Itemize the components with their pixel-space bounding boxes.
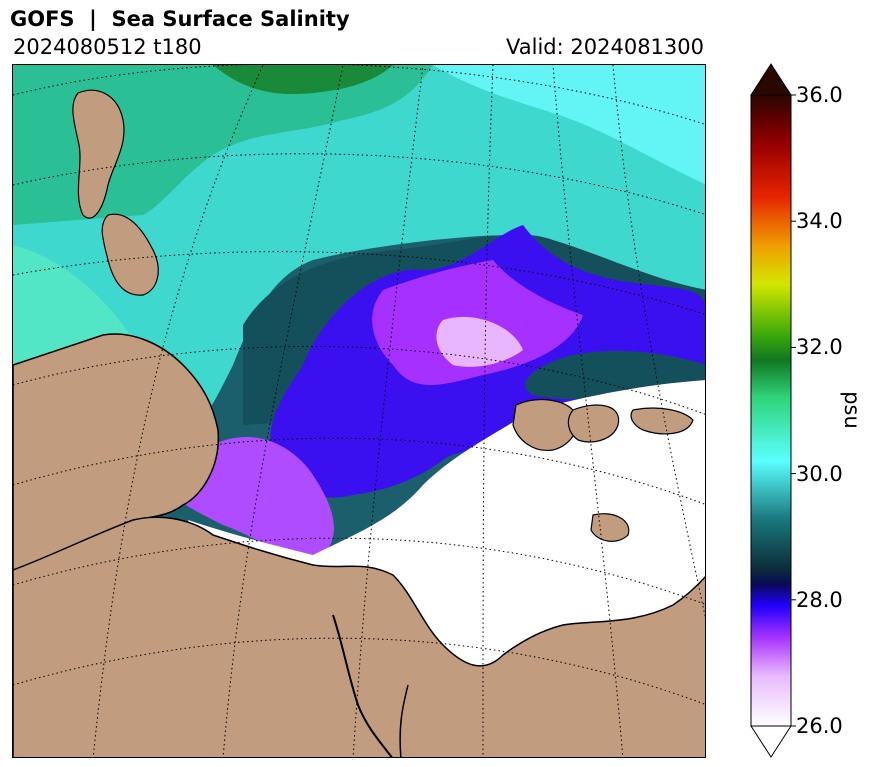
colorbar-canvas bbox=[750, 63, 796, 758]
river-line bbox=[399, 684, 409, 757]
de-long-island bbox=[630, 407, 694, 435]
colorbar-gradient bbox=[750, 94, 792, 727]
colorbar-tick-label: 26.0 bbox=[796, 714, 843, 738]
latitude-line bbox=[13, 153, 705, 215]
graticule bbox=[13, 65, 705, 757]
longitude-line bbox=[222, 65, 344, 757]
latitude-line bbox=[13, 437, 705, 505]
longitude-line bbox=[482, 65, 494, 757]
longitude-line bbox=[552, 65, 624, 757]
colorbar-unit-label: psu bbox=[840, 391, 864, 429]
colorbar-extend-min bbox=[750, 725, 792, 758]
svalbard-island-north bbox=[72, 89, 125, 219]
russian-mainland-land bbox=[13, 516, 705, 757]
latitude-line bbox=[13, 637, 705, 705]
latitude-line bbox=[13, 65, 705, 125]
new-siberian-island-east bbox=[567, 404, 620, 443]
colorbar-extend-max bbox=[750, 63, 792, 96]
colorbar bbox=[746, 60, 796, 765]
river-line bbox=[332, 614, 393, 757]
longitude-line bbox=[612, 65, 705, 619]
new-siberian-island-west bbox=[512, 398, 578, 452]
svalbard-island-south bbox=[101, 213, 159, 296]
latitude-line bbox=[13, 537, 705, 605]
map-canvas bbox=[13, 65, 705, 757]
valid-time-label: Valid: 2024081300 bbox=[506, 35, 704, 59]
fresh-plume-pale bbox=[436, 316, 523, 367]
longitude-line bbox=[92, 65, 264, 757]
longitude-line bbox=[352, 65, 424, 757]
colorbar-tick-label: 36.0 bbox=[796, 83, 843, 107]
fresh-coastal-water bbox=[188, 380, 705, 685]
chart-title: GOFS | Sea Surface Salinity bbox=[10, 7, 350, 31]
dark-green-water-region bbox=[213, 65, 393, 95]
bright-cyan-region bbox=[433, 65, 705, 185]
salinity-map bbox=[12, 64, 706, 758]
colorbar-tick-label: 34.0 bbox=[796, 209, 843, 234]
latitude-line bbox=[13, 251, 705, 315]
colorbar-tick-label: 28.0 bbox=[796, 587, 843, 612]
colorbar-tick-label: 30.0 bbox=[796, 461, 843, 486]
run-label: 2024080512 t180 bbox=[13, 35, 202, 59]
colorbar-tick-label: 32.0 bbox=[796, 335, 843, 360]
